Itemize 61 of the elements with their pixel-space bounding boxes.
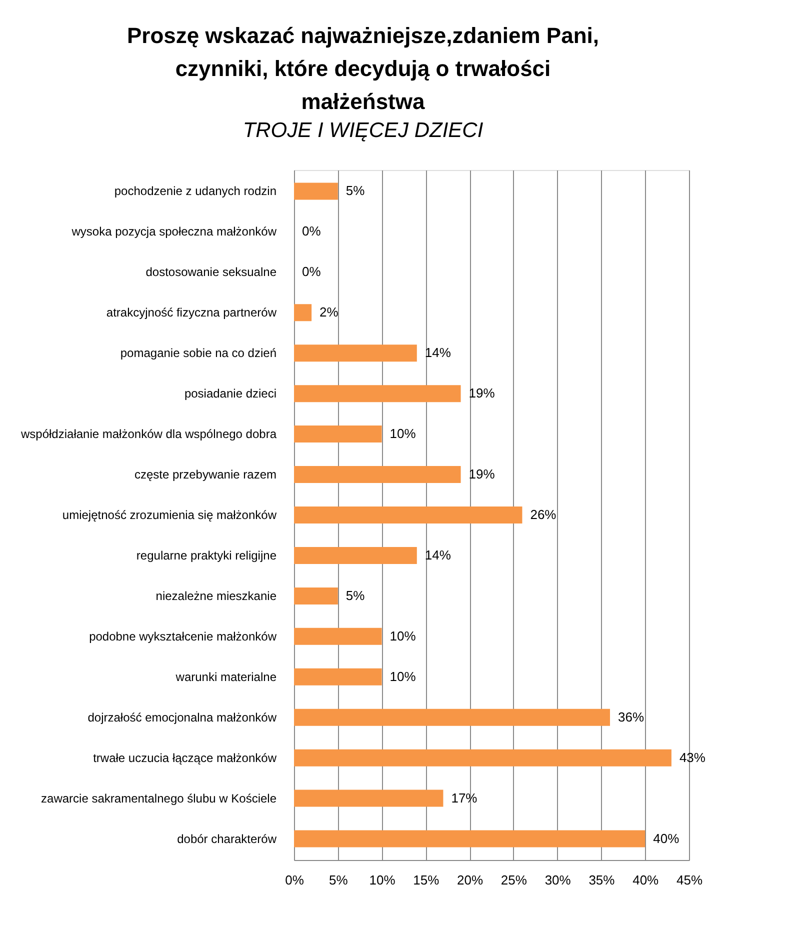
data-label: 0% (302, 224, 322, 239)
bar (294, 506, 522, 524)
x-tick-label: 5% (328, 872, 348, 888)
chart-subtitle: TROJE I WIĘCEJ DZIECI (242, 119, 484, 142)
bar (294, 344, 417, 362)
y-tick-label: wysoka pozycja społeczna małżonków (70, 224, 277, 239)
y-tick-label: dobór charakterów (177, 832, 277, 846)
x-tick-label: 10% (369, 872, 396, 888)
y-tick-label: posiadanie dzieci (184, 386, 276, 401)
y-tick-label: umiejętność zrozumienia się małżonków (62, 508, 277, 522)
x-tick-label: 0% (285, 872, 304, 888)
data-label: 36% (618, 709, 644, 724)
y-tick-label: trwałe uczucia łączące małżonków (93, 750, 277, 765)
y-tick-label: częste przebywanie razem (134, 468, 276, 482)
y-tick-label: regularne praktyki religijne (136, 548, 277, 562)
chart-title: Proszę wskazać najważniejsze,zdaniem Pani, czynniki, które decydują o trwałości małżeństwa (126, 23, 599, 114)
x-tick-label: 15% (413, 872, 440, 888)
data-label: 2% (320, 304, 339, 320)
x-tick-label: 30% (544, 872, 572, 888)
bar (294, 304, 312, 322)
y-tick-label: współdziałanie małżonków dla wspólnego dobra (20, 427, 277, 442)
data-label: 14% (424, 547, 452, 562)
data-label: 19% (468, 386, 496, 401)
data-label: 14% (424, 345, 452, 360)
bar (294, 708, 610, 726)
data-label: 10% (390, 426, 416, 442)
y-tick-label: atrakcyjność fizyczna partnerów (106, 306, 277, 320)
y-tick-label: niezależne mieszkanie (156, 588, 277, 603)
bar (294, 466, 461, 484)
bar (294, 790, 444, 807)
data-label: 26% (530, 507, 557, 522)
data-label: 5% (346, 183, 366, 198)
bar (294, 587, 338, 604)
x-tick-label: 35% (588, 872, 616, 888)
x-tick-label: 40% (632, 872, 660, 888)
y-tick-label: pochodzenie z udanych rodzin (114, 184, 276, 198)
bar (294, 668, 382, 686)
y-tick-label: podobne wykształcenie małżonków (89, 629, 277, 644)
bar (294, 628, 382, 645)
data-label: 43% (679, 750, 706, 765)
data-label: 0% (302, 264, 322, 280)
y-tick-label: dostosowanie seksualne (146, 265, 277, 280)
data-label: 17% (451, 790, 478, 806)
data-label: 19% (468, 466, 496, 482)
y-tick-label: zawarcie sakramentalnego ślubu w Kościele (41, 791, 277, 806)
data-label: 40% (653, 830, 680, 846)
bar (294, 182, 338, 200)
data-label: 10% (390, 668, 416, 684)
bar (294, 385, 461, 402)
bar (294, 426, 382, 443)
data-label: 10% (390, 628, 416, 644)
data-label: 5% (346, 588, 366, 603)
x-tick-label: 45% (676, 872, 703, 888)
bar (294, 830, 646, 848)
y-tick-label: dojrzałość emocjonalna małżonków (88, 710, 277, 724)
y-tick-label: pomaganie sobie na co dzień (120, 346, 276, 360)
bar (294, 749, 672, 766)
x-tick-label: 20% (457, 872, 484, 888)
y-tick-label: warunki materialne (174, 670, 277, 684)
bar (294, 546, 417, 564)
x-tick-label: 25% (500, 872, 528, 888)
